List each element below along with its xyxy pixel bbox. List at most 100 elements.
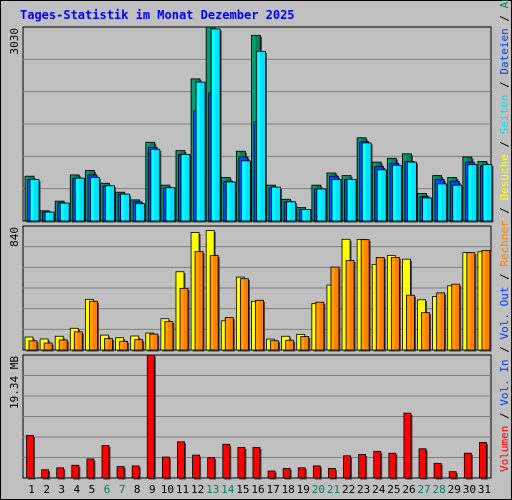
bar-highlight [90,302,93,350]
x-tick-label: 17 [266,483,279,496]
bar-face [180,154,191,222]
bar-face [330,266,340,351]
bar-highlight [75,332,78,350]
bar-pages [89,177,101,223]
bar-volume [222,443,232,480]
x-tick-label: 22 [342,483,355,496]
bar-highlight [378,170,382,221]
bar-face [116,466,125,479]
bar-highlight [331,267,335,350]
bar-face [71,464,80,479]
bar-sites [194,251,205,352]
legend-entry: Seiten [498,94,511,140]
bar-highlight [181,155,185,221]
bar-highlight [327,285,331,350]
bar-highlight [117,467,121,478]
panel-hits-files-pages: 3030 [8,26,494,223]
bar-highlight [302,210,306,221]
bar-face [240,160,251,222]
bar-highlight [163,457,166,478]
bar-sites [209,255,220,352]
bar-highlight [71,329,74,350]
bar-volume [26,434,35,480]
bar-face [433,462,442,479]
bar-face [312,465,321,479]
x-tick-label: 25 [387,483,400,496]
bar-face [418,448,427,479]
bar-pages [59,202,71,223]
bar-volume [358,454,368,480]
bar-highlight [483,165,487,221]
bar-pages [391,164,403,223]
bar-sites [406,294,416,352]
bar-pages [150,148,162,223]
bar-highlight [257,52,261,221]
bar-sites [300,336,311,352]
legend-entry: Vol. In [498,359,511,412]
bar-sites [88,300,99,352]
x-tick-label: 27 [417,483,430,496]
bar-highlight [332,180,336,221]
bar-highlight [135,340,139,350]
bar-pages [331,178,343,223]
bar-highlight [120,342,124,350]
bar-highlight [317,189,321,221]
bar-highlight [373,265,376,350]
bar-highlight [301,337,305,350]
bar-highlight [465,453,468,478]
bar-pages [482,164,494,223]
bar-highlight [222,321,225,350]
bar-face [225,181,236,222]
bar-face [315,301,325,351]
bar-sites [451,283,462,352]
bar-sites [119,340,130,352]
bar-face [373,450,382,479]
x-tick-label: 6 [104,483,111,496]
bar-face [224,317,234,351]
bar-face [41,469,49,479]
bar-highlight [344,456,347,478]
bar-highlight [208,458,211,478]
bar-highlight [437,293,441,350]
bar-highlight [76,178,80,221]
bar-highlight [467,253,471,350]
bar-face [239,278,249,351]
bar-highlight [195,252,199,350]
bar-face [482,164,493,222]
bar-pages [135,203,147,223]
bar-volume [41,469,51,480]
chart-title: Tages-Statistik im Monat Dezember 2025 [20,8,295,22]
bar-sites [255,299,265,352]
bar-highlight [191,233,195,350]
bar-face [120,193,130,222]
bar-highlight [151,150,155,221]
bar-face [331,178,342,222]
bar-volume [328,468,337,480]
bar-highlight [453,185,457,221]
bar-sites [345,260,356,352]
bar-face [255,299,264,351]
bar-sites [390,257,401,352]
bar-face [134,339,144,351]
bar-volume [388,452,398,480]
bar-pages [316,188,328,223]
bar-highlight [468,165,472,221]
bar-highlight [434,464,438,478]
x-tick-label: 13 [206,483,219,496]
bar-face [358,454,367,479]
bar-face [451,283,461,351]
bar-face [390,257,400,351]
bar-highlight [423,198,427,221]
bar-volume [177,441,186,480]
bar-face [210,28,221,222]
bar-face [237,447,246,479]
bar-face [437,183,448,222]
legend-entry: Anfragen [498,0,511,15]
bar-pages [256,50,267,223]
x-axis-day-labels: 1 2 3 4 5 6 7 8 9 10 11 12 13 14 15 16 17 18 19 20 21 22 23 24 2… [28,483,491,496]
bar-pages [301,209,313,223]
bar-face [407,161,417,222]
bar-highlight [29,341,33,350]
bar-sites [164,321,175,352]
